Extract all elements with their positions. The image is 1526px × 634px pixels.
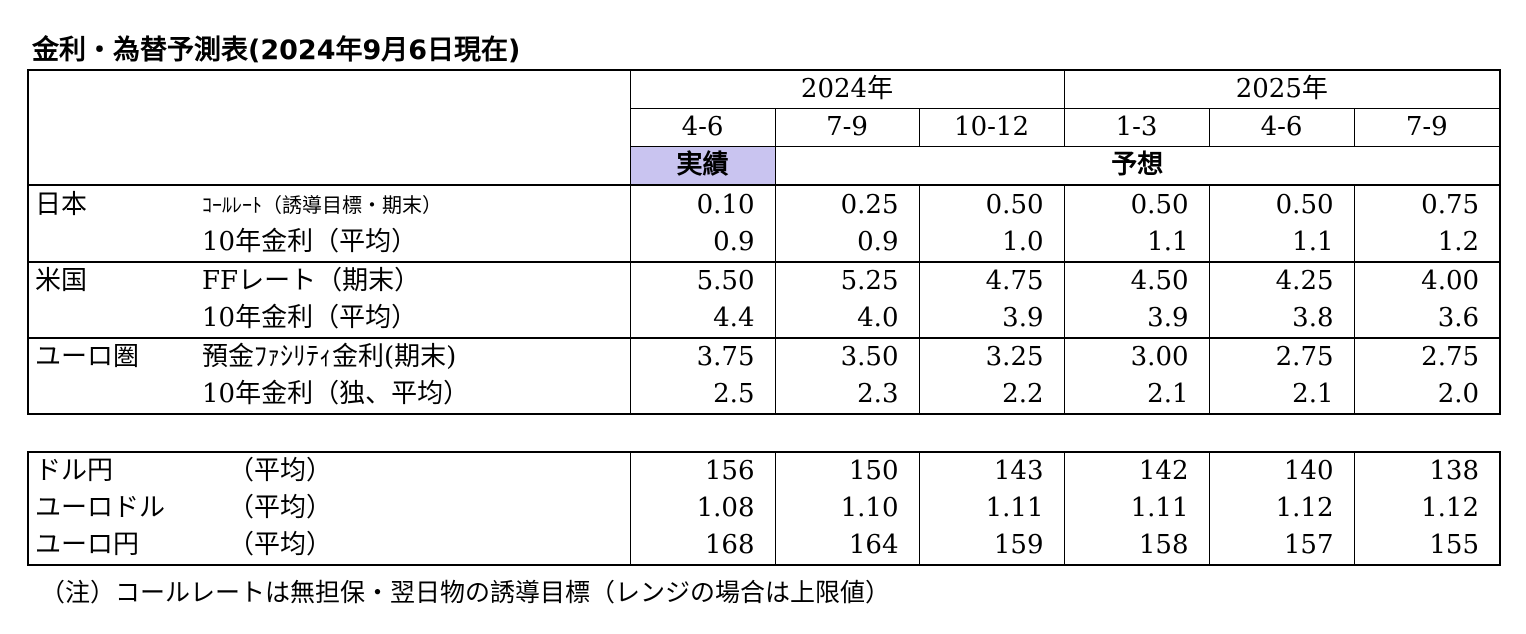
table-row: 10年金利（平均） 0.9 0.9 1.0 1.1 1.1 1.2	[28, 224, 1501, 263]
value-cell: 3.00	[1064, 338, 1210, 376]
rate-label: 10年金利（平均）	[202, 224, 631, 263]
year-header-2025: 2025年	[1064, 70, 1501, 109]
table-row: ドル円 （平均） 156 150 143 142 140 138	[28, 452, 1500, 490]
year-header-row: 2024年 2025年	[28, 70, 1501, 186]
page-title: 金利・為替予測表(2024年9月6日現在)	[32, 35, 521, 66]
value-cell: 138	[1429, 456, 1479, 486]
value-cell: 5.25	[775, 262, 920, 300]
fx-basis-label: （平均）	[228, 452, 631, 490]
value-cell: 2.0	[1437, 379, 1480, 409]
value-cell: 4.25	[1209, 262, 1355, 300]
value-cell: 1.2	[1354, 224, 1501, 263]
fx-basis-label: （平均）	[228, 490, 631, 527]
rate-label: 10年金利（平均）	[202, 300, 631, 339]
table-row: ユーロ圏 預金ﾌｧｼﾘﾃｨ金利(期末) 3.75 3.50 3.25 3.00 …	[28, 338, 1500, 376]
footnote: （注）コールレートは無担保・翌日物の誘導目標（レンジの場合は上限値）	[40, 578, 891, 607]
rate-label: 10年金利（独、平均）	[202, 376, 631, 414]
fx-pair-label: ユーロドル	[35, 493, 166, 523]
value-cell: 0.75	[1421, 189, 1480, 220]
value-cell: 3.6	[1354, 300, 1501, 339]
table-row: ユーロドル （平均） 1.08 1.10 1.11 1.11 1.12 1.12	[28, 490, 1500, 527]
year-header-2024: 2024年	[630, 70, 1065, 109]
value-cell: 1.11	[1064, 490, 1210, 527]
corner-cell	[28, 70, 631, 186]
actual-label: 実績	[630, 146, 776, 186]
value-cell: 3.8	[1209, 300, 1355, 339]
fx-pair-label: ユーロ円	[35, 530, 140, 560]
country-label: 米国	[35, 266, 88, 296]
value-cell: 140	[1209, 452, 1355, 490]
country-label: 日本	[35, 189, 88, 220]
value-cell: 2.5	[630, 376, 776, 414]
table-row: ユーロ円 （平均） 168 164 159 158 157 155	[28, 527, 1500, 565]
value-cell: 2.2	[919, 376, 1065, 414]
quarter-header: 10-12	[919, 108, 1065, 147]
table-row: 10年金利（平均） 4.4 4.0 3.9 3.9 3.8 3.6	[28, 300, 1501, 339]
value-cell: 3.9	[919, 300, 1065, 339]
value-cell: 156	[630, 452, 776, 490]
rate-label: 預金ﾌｧｼﾘﾃｨ金利(期末)	[202, 338, 631, 376]
value-cell: 4.00	[1421, 266, 1480, 296]
value-cell: 4.75	[919, 262, 1065, 300]
value-cell: 0.9	[775, 224, 920, 263]
value-cell: 1.08	[630, 490, 776, 527]
value-cell: 2.3	[775, 376, 920, 414]
quarter-header: 7-9	[775, 108, 920, 147]
value-cell: 168	[630, 527, 776, 565]
value-cell: 5.50	[630, 262, 776, 300]
table-row: 日本 ｺｰﾙﾚｰﾄ（誘導目標・期末） 0.10 0.25 0.50 0.50 0…	[28, 185, 1500, 224]
value-cell: 3.9	[1064, 300, 1210, 339]
quarter-header: 4-6	[630, 108, 776, 147]
value-cell: 158	[1064, 527, 1210, 565]
rate-label: FFレート（期末）	[202, 262, 631, 300]
value-cell: 142	[1064, 452, 1210, 490]
quarter-header: 4-6	[1209, 108, 1355, 147]
value-cell: 0.10	[630, 185, 776, 224]
fx-forecast-table: ドル円 （平均） 156 150 143 142 140 138 ユーロドル （…	[27, 451, 1501, 566]
value-cell: 2.1	[1209, 376, 1355, 414]
value-cell: 155	[1429, 530, 1479, 560]
value-cell: 1.1	[1209, 224, 1355, 263]
value-cell: 0.50	[1064, 185, 1210, 224]
value-cell: 1.12	[1421, 493, 1479, 523]
rate-label: ｺｰﾙﾚｰﾄ（誘導目標・期末）	[202, 185, 631, 224]
value-cell: 3.25	[919, 338, 1065, 376]
value-cell: 1.0	[919, 224, 1065, 263]
fx-pair-label: ドル円	[35, 456, 114, 486]
value-cell: 2.1	[1064, 376, 1210, 414]
value-cell: 0.25	[775, 185, 920, 224]
value-cell: 1.12	[1209, 490, 1355, 527]
status-header-row: 実績 予想	[28, 146, 1501, 186]
value-cell: 0.50	[919, 185, 1065, 224]
value-cell: 2.75	[1209, 338, 1355, 376]
value-cell: 3.50	[775, 338, 920, 376]
value-cell: 2.75	[1421, 342, 1480, 372]
value-cell: 159	[919, 527, 1065, 565]
value-cell: 1.1	[1064, 224, 1210, 263]
value-cell: 150	[775, 452, 920, 490]
value-cell: 4.4	[630, 300, 776, 339]
quarter-header: 1-3	[1064, 108, 1210, 147]
value-cell: 143	[919, 452, 1065, 490]
quarter-header-row: 4-6 7-9 10-12 1-3 4-6 7-9	[28, 108, 1501, 147]
quarter-header: 7-9	[1354, 108, 1501, 147]
value-cell: 0.50	[1209, 185, 1355, 224]
value-cell: 1.10	[775, 490, 920, 527]
table-row: 米国 FFレート（期末） 5.50 5.25 4.75 4.50 4.25 4.…	[28, 262, 1500, 300]
value-cell: 4.0	[775, 300, 920, 339]
value-cell: 4.50	[1064, 262, 1210, 300]
country-label: ユーロ圏	[35, 342, 140, 372]
value-cell: 157	[1209, 527, 1355, 565]
value-cell: 0.9	[630, 224, 776, 263]
value-cell: 1.11	[919, 490, 1065, 527]
rates-forecast-table: 2024年 2025年 4-6 7-9 10-12 1-3 4-6 7-9 実績…	[27, 69, 1502, 415]
fx-basis-label: （平均）	[228, 527, 631, 565]
table-row: 10年金利（独、平均） 2.5 2.3 2.2 2.1 2.1 2.0	[28, 376, 1500, 414]
forecast-label: 予想	[775, 146, 1501, 186]
value-cell: 164	[775, 527, 920, 565]
value-cell: 3.75	[630, 338, 776, 376]
